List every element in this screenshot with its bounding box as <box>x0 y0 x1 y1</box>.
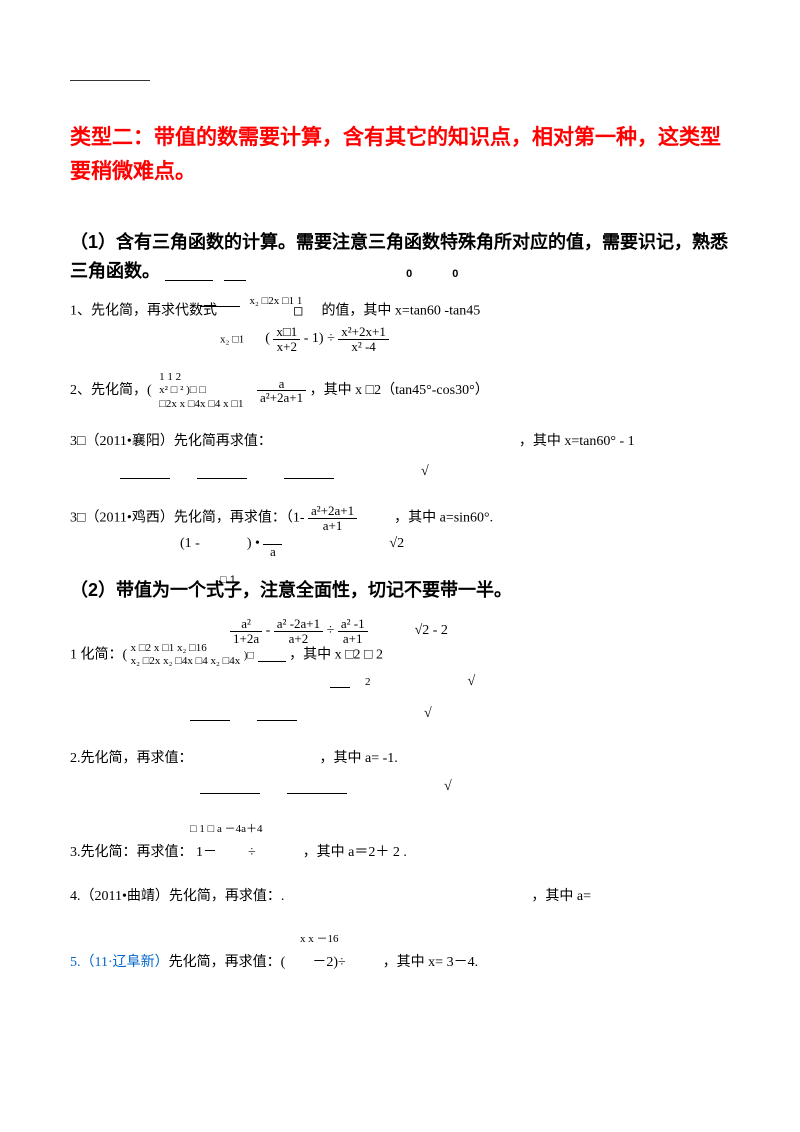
fraction: x²+2x+1 x² -4 <box>338 325 389 353</box>
fraction: a a²+2a+1 <box>257 377 306 405</box>
fraction: x□1 x+2 <box>273 325 300 353</box>
overlay-frag: □ 1 <box>220 572 236 590</box>
cproblem-4: 4.（2011•曲靖）先化简，再求值：. ，其中 a= <box>70 884 730 911</box>
expr: 1－ <box>196 845 217 860</box>
cp5-tail: ，其中 x= 3－4. <box>383 955 478 970</box>
cp2-text: 2.先化简，再求值： <box>70 751 193 766</box>
prob1-prefix: 1、先化简，再求代数式 <box>70 303 217 318</box>
prob2-tail: ，其中 x □2（tan45°-cos30°） <box>310 383 489 398</box>
stack: x □2 x □1 x₂ □16 x₂ □2x x₂ □4x □4 x₂ □4x <box>131 642 241 668</box>
fraction: a² -1a+1 <box>338 617 368 645</box>
div: ÷ <box>248 845 256 860</box>
prob3b-tail: ，其中 a=sin60°. <box>394 510 493 525</box>
frag: x x －16 <box>300 929 730 950</box>
stack: 1 1 2 x² □ ² )□ □ □2x x □4x □4 x □1 <box>159 371 243 411</box>
frag: x₂ □2x □1 1 <box>250 295 303 307</box>
sqrt2: √2 <box>389 531 404 558</box>
cp5-mid: －2)÷ <box>312 955 345 970</box>
sqrt-icon: √ <box>421 464 429 479</box>
cp2-tail: ，其中 a= -1. <box>320 751 398 766</box>
sqrt-icon: √ <box>424 706 432 721</box>
section-1-heading: （1）含有三角函数的计算。需要注意三角函数特殊角所对应的值，需要识记，熟悉三角函… <box>70 228 730 286</box>
frag: x₂ □1 <box>220 333 244 345</box>
degree-mark: 0 <box>452 268 458 280</box>
math-text: - 1) <box>304 326 324 353</box>
underline <box>165 264 213 281</box>
cp1-mid: ，其中 x □2 □ 2 <box>289 647 383 662</box>
cp5-num: 5. <box>70 955 81 970</box>
sqrt-expr: √2 - 2 <box>415 618 448 645</box>
div: ÷ <box>327 618 335 645</box>
dot: ) • <box>247 531 260 558</box>
cp5-text: 先化简，再求值：( <box>169 955 286 970</box>
paren: )□ <box>244 649 254 661</box>
sqrt-icon: √ <box>468 674 476 689</box>
problem-3a: 3□（2011•襄阳）先化简再求值： ，其中 x=tan60° - 1 √ <box>70 429 730 486</box>
prob3b-text: 3□（2011•鸡西）先化简，再求值：（1- <box>70 510 305 525</box>
cproblem-1: a²1+2a - a² -2a+1a+2 ÷ a² -1a+1 √2 - 2 1… <box>70 617 730 727</box>
math-expr: ( <box>265 326 270 353</box>
div-op: ÷ <box>327 326 335 353</box>
lbl: 2 <box>365 676 371 688</box>
underline <box>224 264 246 281</box>
frag: □ 1 □ a －4a＋4 <box>190 819 730 840</box>
prob3a-tail: ，其中 x=tan60° - 1 <box>519 434 635 449</box>
main-title: 类型二：带值的数需要计算，含有其它的知识点，相对第一种，这类型要稍微难点。 <box>70 121 730 188</box>
cproblem-5: x x －16 5.（11·辽阜新）先化简，再求值：( －2)÷ ，其中 x= … <box>70 929 730 976</box>
fraction: a² -2a+1a+2 <box>274 617 323 645</box>
cp1-prefix: 1 化简：( <box>70 647 127 662</box>
problem-2: 2、先化简，( 1 1 2 x² □ ² )□ □ □2x x □4x □4 x… <box>70 371 730 411</box>
prob2-prefix: 2、先化简，( <box>70 383 152 398</box>
frac: a <box>263 530 282 558</box>
section-2-heading: （2）带值为一个式子，注意全面性，切记不要带一半。 □ 1 <box>70 576 730 605</box>
paren: (1 - <box>180 531 200 558</box>
cp3-tail: ，其中 a＝2＋ 2 . <box>303 845 407 860</box>
cp4-tail: ，其中 a= <box>531 889 591 904</box>
prob1-mid: 的值，其中 x=tan60 -tan45 <box>321 303 480 318</box>
cp5-src: （11·辽阜新） <box>81 955 169 970</box>
problem-3b: 3□（2011•鸡西）先化简，再求值：（1- a²+2a+1 a+1 ，其中 a… <box>70 504 730 559</box>
page: 类型二：带值的数需要计算，含有其它的知识点，相对第一种，这类型要稍微难点。 （1… <box>0 0 800 1035</box>
section-2-text: （2）带值为一个式子，注意全面性，切记不要带一半。 <box>70 580 512 600</box>
fraction: a²+2a+1 a+1 <box>308 504 357 532</box>
cp3-text: 3.先化简：再求值： <box>70 845 193 860</box>
cproblem-2: 2.先化简，再求值： ，其中 a= -1. √ <box>70 746 730 801</box>
problem-1: x₂ □2x □1 1 1、先化简，再求代数式 □ 的值，其中 x=tan60 … <box>70 298 730 353</box>
header-rule <box>70 80 150 81</box>
prob3a-text: 3□（2011•襄阳）先化简再求值： <box>70 434 272 449</box>
sqrt-icon: √ <box>444 779 452 794</box>
cp4-text: 4.（2011•曲靖）先化简，再求值：. <box>70 889 284 904</box>
degree-mark: 0 <box>406 268 412 280</box>
cproblem-3: □ 1 □ a －4a＋4 3.先化简：再求值： 1－ ÷ ，其中 a＝2＋ 2… <box>70 819 730 866</box>
